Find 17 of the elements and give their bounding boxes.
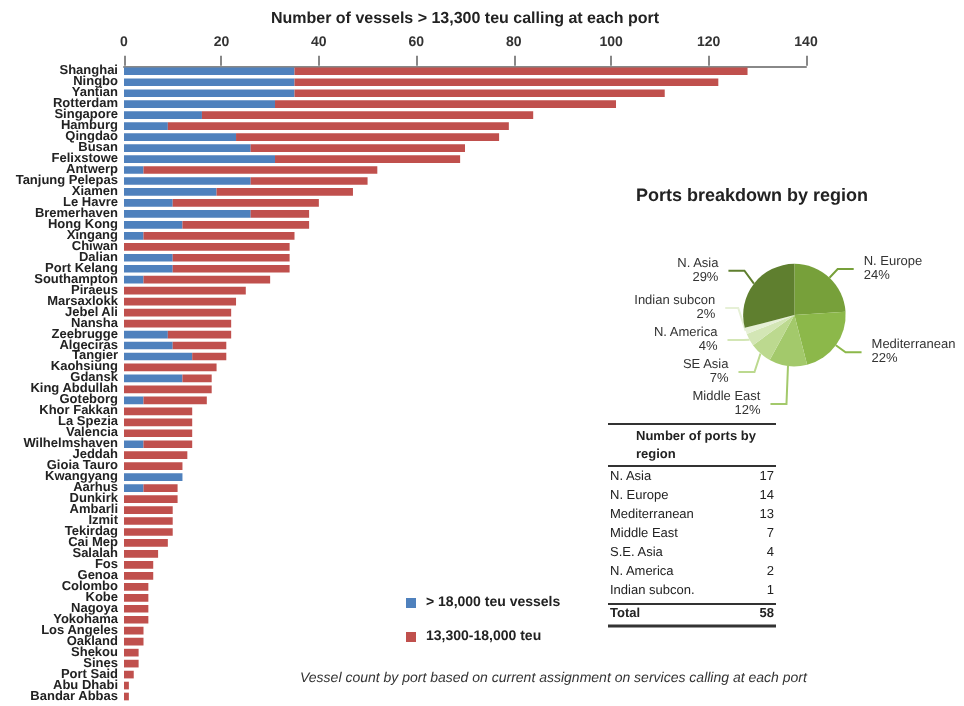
bar	[124, 659, 139, 668]
bar	[124, 385, 212, 394]
bar	[124, 670, 134, 679]
chart-title: Ports breakdown by region	[635, 185, 869, 205]
x-axis-title: Number of vessels > 13,300 teu calling at each port	[270, 9, 660, 27]
bar	[124, 440, 144, 449]
bar	[124, 330, 168, 339]
bar	[124, 374, 183, 383]
bar	[192, 352, 227, 361]
bar	[124, 319, 232, 328]
bar	[124, 363, 217, 372]
bar	[172, 341, 227, 350]
bar	[182, 374, 212, 383]
bar	[124, 352, 193, 361]
bar	[167, 330, 232, 339]
bar	[124, 308, 232, 317]
bar	[124, 341, 173, 350]
